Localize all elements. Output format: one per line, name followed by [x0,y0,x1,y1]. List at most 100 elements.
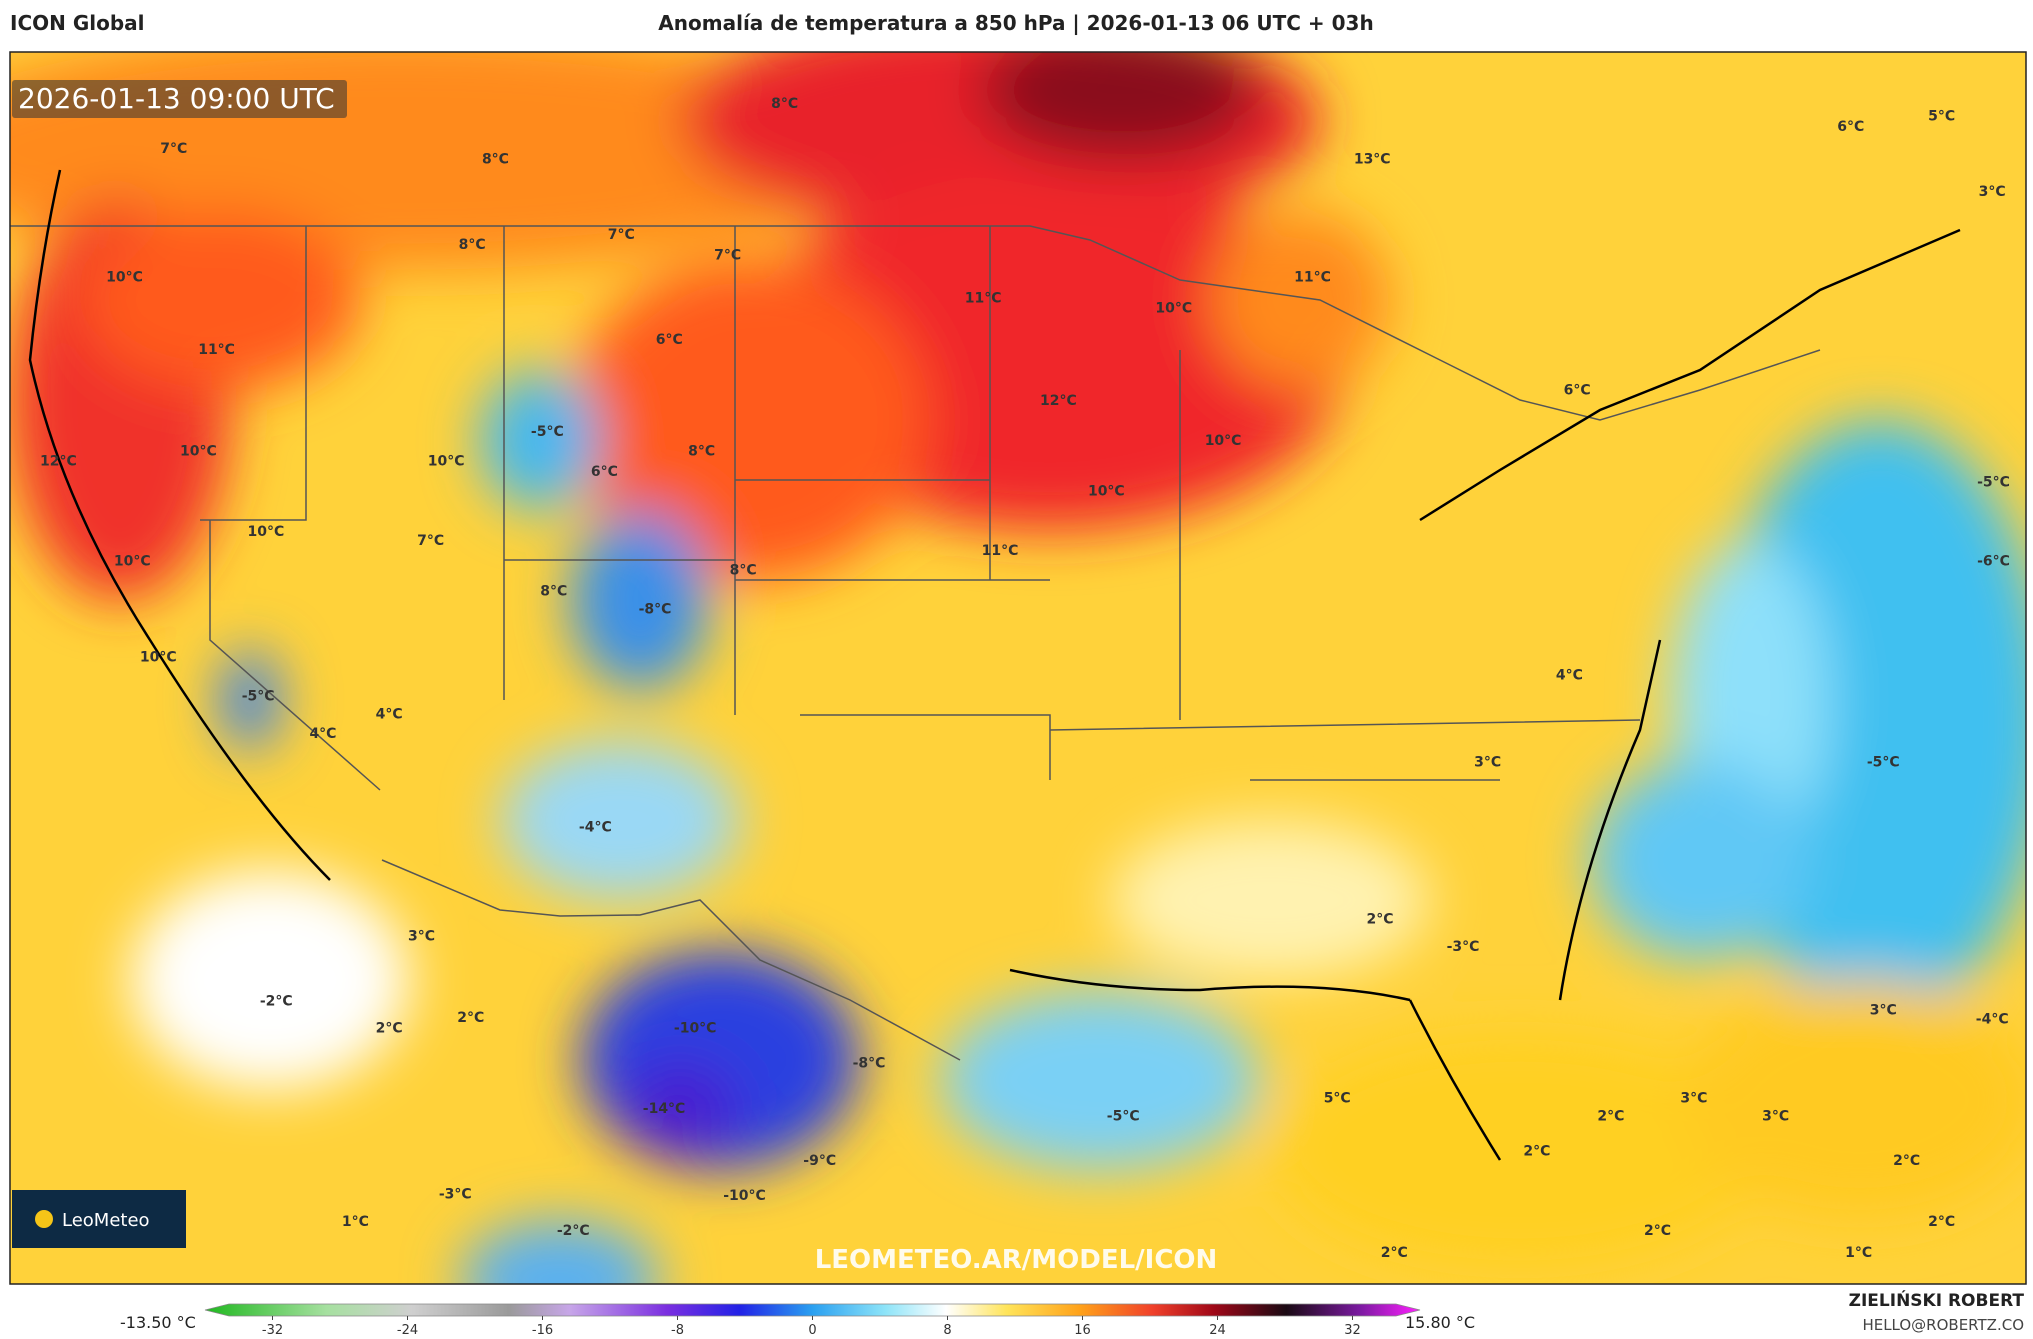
logo-text: LeoMeteo [62,1210,150,1231]
temperature-label: 3°C [1762,1109,1789,1125]
temperature-label: -6°C [1977,554,2010,570]
temperature-label: 10°C [114,554,151,570]
anomaly-blob [1110,820,1430,980]
temperature-label: -5°C [242,688,275,704]
temperature-label: 11°C [965,290,1002,306]
temperature-label: -2°C [557,1223,590,1239]
temperature-label: 13°C [1354,152,1391,168]
anomaly-blob [460,1220,660,1284]
temperature-label: 2°C [1367,912,1394,928]
borders [10,169,1961,1161]
colorbar-bar [204,1303,1421,1317]
colorbar-tick-label: -32 [262,1323,283,1338]
colorbar: -32 -24 -16 -8 0 8 16 24 32 [204,1303,1421,1338]
temperature-label: 6°C [1837,119,1864,135]
temperature-label: 10°C [428,454,465,470]
colorbar-tick-label: 0 [808,1323,816,1338]
temperature-label: -9°C [803,1153,836,1169]
colorbar-tick-label: -8 [671,1323,684,1338]
author-email: HELLO@ROBERTZ.CO [1862,1316,2024,1334]
anomaly-blob [80,210,360,390]
temperature-label: 5°C [1928,109,1955,125]
temperature-label: 7°C [417,533,444,549]
temperature-label: -5°C [1107,1109,1140,1125]
anomaly-blob [1590,760,1810,960]
temperature-label: 11°C [982,543,1019,559]
temperature-label: -2°C [260,993,293,1009]
temperature-label: 6°C [1564,382,1591,398]
temperature-label: 8°C [459,237,486,253]
temperature-label: 2°C [1644,1223,1671,1239]
anomaly-blob [500,740,740,900]
colorbar-tick-label: 24 [1209,1323,1226,1338]
colorbar-tick-label: 8 [943,1323,951,1338]
temperature-label: 2°C [1381,1245,1408,1261]
temperature-label: 10°C [106,270,143,286]
colorbar-min-label: -13.50 °C [120,1313,196,1332]
chart-title: Anomalía de temperatura a 850 hPa | 2026… [658,11,1373,35]
temperature-label: 2°C [1928,1214,1955,1230]
model-name: ICON Global [10,11,145,35]
author-name: ZIELIŃSKI ROBERT [1849,1289,2025,1311]
temperature-label: 5°C [1324,1091,1351,1107]
temperature-label: 3°C [1979,184,2006,200]
anomaly-blob [480,370,600,510]
anomaly-blob [1680,980,2026,1220]
temperature-label: 12°C [1040,393,1077,409]
temperature-label: -5°C [1867,755,1900,771]
temperature-label: 2°C [1893,1153,1920,1169]
timestamp: 2026-01-13 09:00 UTC [18,82,335,115]
anomaly-blob [130,870,410,1090]
temperature-label: -5°C [531,424,564,440]
temperature-label: 6°C [591,464,618,480]
anomaly-blob [220,650,280,750]
temperature-label: 10°C [1155,301,1192,317]
temperature-label: -8°C [639,602,672,618]
temperature-label: -3°C [1447,939,1480,955]
temperature-label: 7°C [608,227,635,243]
temperature-label: -10°C [674,1021,717,1037]
colorbar-tick-label: -16 [532,1323,553,1338]
anomaly-blob [940,990,1260,1170]
temperature-label: 8°C [482,152,509,168]
anomaly-blob [1270,1030,1770,1270]
anomaly-blob [980,52,1260,160]
temperature-label: 3°C [1680,1091,1707,1107]
anomaly-field [10,52,2026,1284]
temperature-label: 8°C [688,443,715,459]
temperature-label: -3°C [439,1187,472,1203]
temperature-label: 3°C [1870,1002,1897,1018]
map-area: 7°C 8°C 8°C 13°C 6°C 5°C 3°C 10°C 8°C 7°C 7°C 11°C 1… [10,52,2026,1284]
temperature-label: 1°C [1845,1245,1872,1261]
temperature-label: 10°C [1205,433,1242,449]
temperature-label: -14°C [643,1101,686,1117]
temperature-label: 7°C [160,141,187,157]
temperature-label: 2°C [1523,1144,1550,1160]
anomaly-blob [620,1060,740,1160]
temperature-label: 2°C [1597,1109,1624,1125]
temperature-label: 10°C [180,443,217,459]
temperature-label: -4°C [1976,1011,2009,1027]
watermark: LEOMETEO.AR/MODEL/ICON [815,1245,1218,1275]
temperature-label: -5°C [1977,474,2010,490]
anomaly-blob [570,510,710,690]
temperature-label: 10°C [1088,484,1125,500]
temperature-label: 8°C [540,583,567,599]
temperature-label: -10°C [723,1188,766,1204]
temperature-label: 8°C [730,563,757,579]
temperature-label: 11°C [198,342,235,358]
anomaly-blob [1210,210,1390,390]
colorbar-tick-label: -24 [397,1323,418,1338]
colorbar-tick-label: 32 [1344,1323,1361,1338]
logo-sun [35,1210,53,1228]
temperature-label: 10°C [248,524,285,540]
temperature-label: 3°C [1474,755,1501,771]
temperature-label: 4°C [309,726,336,742]
anomaly-blob [570,260,930,580]
temperature-label: 6°C [656,332,683,348]
temperature-label: 4°C [376,707,403,723]
timestamp-box [12,80,347,118]
map-frame [9,51,2027,1285]
temperature-label: 1°C [342,1214,369,1230]
